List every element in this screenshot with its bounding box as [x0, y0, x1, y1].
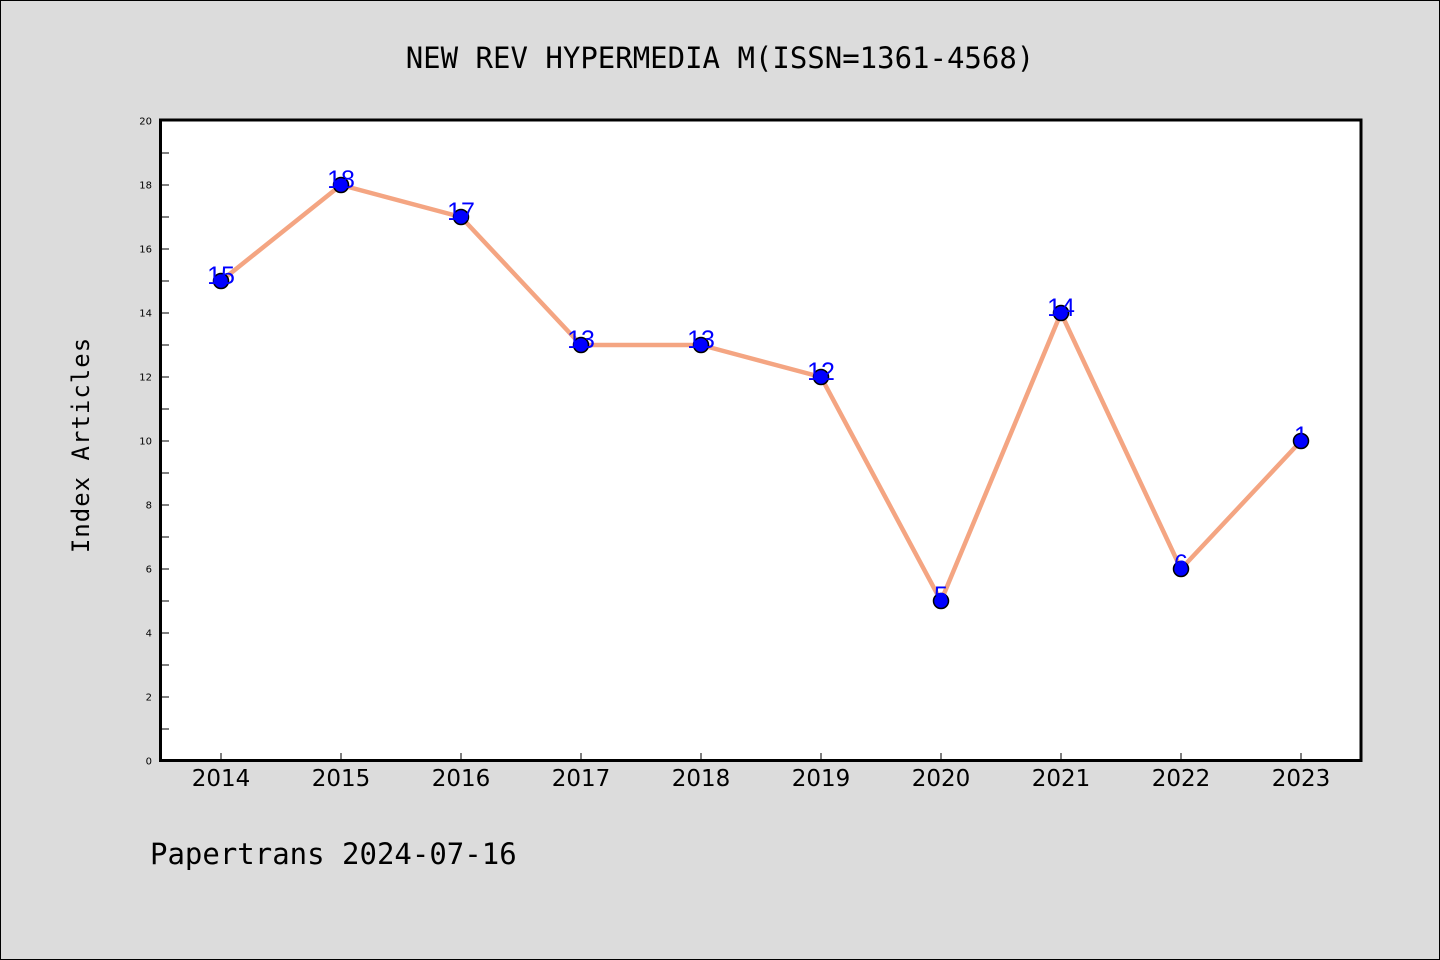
y-tick-label: 0	[146, 757, 152, 768]
data-point	[1052, 304, 1070, 322]
plot-area	[159, 118, 1363, 762]
series-polyline	[219, 182, 1303, 604]
y-tick-label: 4	[146, 629, 152, 640]
x-axis-ticks: 2014 2015 2016 2017 2018 2019 2020 2021 2022 2023	[192, 753, 1331, 792]
data-label: 12	[807, 358, 835, 386]
data-label: 17	[447, 198, 475, 226]
y-axis-label: Index Articles	[67, 337, 95, 553]
y-tick-label: 16	[139, 245, 152, 256]
data-point	[332, 176, 350, 194]
data-label: 5	[934, 582, 948, 610]
data-point	[572, 336, 590, 354]
chart-title: NEW REV HYPERMEDIA M(ISSN=1361-4568)	[406, 41, 1035, 75]
data-point	[812, 368, 830, 386]
y-tick-label: 12	[139, 373, 152, 384]
data-label: 15	[207, 262, 235, 290]
data-point	[932, 592, 950, 610]
x-tick-label: 2016	[432, 766, 491, 792]
x-tick-label: 2023	[1272, 766, 1331, 792]
x-tick-label: 2020	[912, 766, 971, 792]
x-tick-label: 2017	[552, 766, 611, 792]
data-label: 6	[1174, 550, 1188, 578]
data-point	[212, 272, 230, 290]
data-point	[1292, 432, 1310, 450]
data-points	[212, 176, 1310, 610]
y-tick-label: 6	[146, 565, 152, 576]
data-label: 13	[567, 326, 595, 354]
y-tick-label: 18	[139, 181, 152, 192]
data-point	[1172, 560, 1190, 578]
data-point	[452, 208, 470, 226]
x-tick-label: 2014	[192, 766, 251, 792]
data-label: 13	[687, 326, 715, 354]
data-label: 1	[1294, 422, 1308, 450]
series-line	[219, 182, 1303, 604]
y-tick-label: 20	[139, 117, 152, 128]
y-axis-ticks: 0 2 4 6 8 10 12 14 16 18 20	[139, 117, 169, 768]
x-tick-label: 2021	[1032, 766, 1091, 792]
x-tick-label: 2015	[312, 766, 371, 792]
data-point	[692, 336, 710, 354]
y-tick-label: 8	[146, 501, 152, 512]
y-tick-label: 2	[146, 693, 152, 704]
x-tick-label: 2022	[1152, 766, 1211, 792]
data-label: 14	[1047, 294, 1075, 322]
x-tick-label: 2018	[672, 766, 731, 792]
y-tick-label: 14	[139, 309, 152, 320]
data-labels: 15 18 17 13 13 12 5 14 6 1	[207, 166, 1308, 610]
footer-text: Papertrans 2024-07-16	[150, 837, 517, 871]
y-tick-label: 10	[139, 437, 152, 448]
data-label: 18	[327, 166, 355, 194]
x-tick-label: 2019	[792, 766, 851, 792]
